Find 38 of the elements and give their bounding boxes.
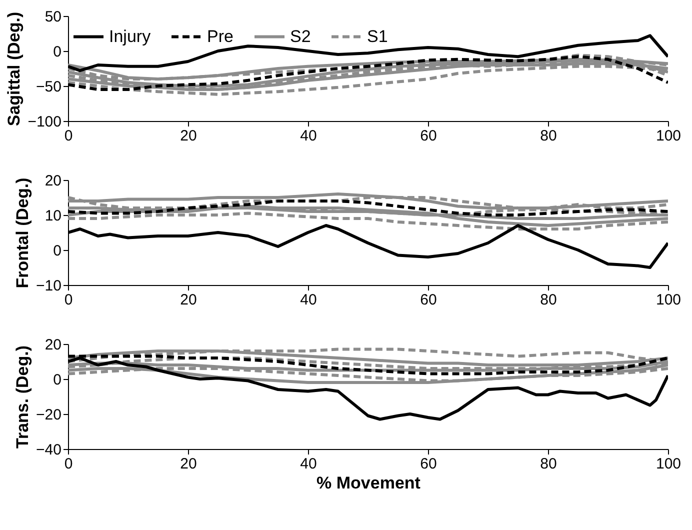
x-tick-label: 20 xyxy=(180,456,197,472)
x-tick-label: 20 xyxy=(180,292,197,308)
y-axis-title: Trans. (Deg.) xyxy=(13,346,32,448)
y-tick-label: −20 xyxy=(36,406,62,424)
x-tick-label: 40 xyxy=(300,456,317,472)
y-tick-label: 20 xyxy=(44,172,62,190)
y-axis-title: Sagittal (Deg.) xyxy=(4,12,24,126)
x-tick-label: 80 xyxy=(540,128,557,144)
y-tick-label: −100 xyxy=(28,114,62,130)
x-tick-label: 100 xyxy=(656,128,682,144)
legend-label: S1 xyxy=(367,26,388,46)
x-tick-label: 60 xyxy=(420,292,437,308)
x-tick-label: 60 xyxy=(420,456,437,472)
x-tick-label: 100 xyxy=(656,456,682,472)
y-tick-label: 0 xyxy=(53,44,62,60)
x-tick-label: 0 xyxy=(64,456,73,472)
y-tick-label: −40 xyxy=(36,442,62,458)
legend-label: Injury xyxy=(109,26,152,46)
x-tick-label: 80 xyxy=(540,456,557,472)
y-tick-label: 20 xyxy=(44,336,62,354)
x-tick-label: 0 xyxy=(64,128,73,144)
x-tick-label: 0 xyxy=(64,292,73,308)
x-tick-label: 40 xyxy=(300,292,317,308)
y-tick-label: 50 xyxy=(44,8,62,26)
x-tick-label: 60 xyxy=(420,128,437,144)
legend-label: S2 xyxy=(290,26,311,46)
y-tick-label: 10 xyxy=(44,208,62,224)
y-tick-label: 0 xyxy=(53,242,62,260)
x-tick-label: 100 xyxy=(656,292,682,308)
x-tick-label: 80 xyxy=(540,292,557,308)
y-tick-label: −10 xyxy=(36,278,62,294)
x-tick-label: 20 xyxy=(180,128,197,144)
x-tick-label: 40 xyxy=(300,128,317,144)
legend-label: Pre xyxy=(207,26,234,46)
y-tick-label: −50 xyxy=(36,78,62,96)
y-tick-label: 0 xyxy=(53,372,62,388)
x-axis-title: % Movement xyxy=(316,474,421,492)
y-axis-title: Frontal (Deg.) xyxy=(13,178,32,288)
